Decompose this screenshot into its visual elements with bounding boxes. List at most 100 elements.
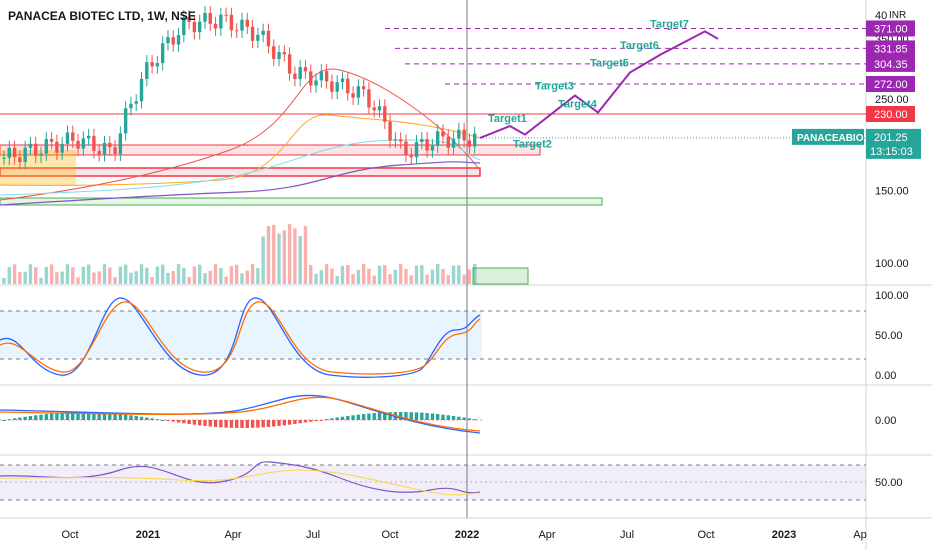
candle bbox=[102, 142, 107, 155]
target-level-tag bbox=[866, 40, 915, 57]
time-axis-label: Jul bbox=[306, 529, 320, 541]
price-tick-label: 250.00 bbox=[875, 94, 909, 106]
candle bbox=[446, 136, 450, 148]
volume-bar bbox=[123, 264, 128, 284]
macd-histogram-bar bbox=[34, 415, 38, 420]
macd-histogram-bar bbox=[7, 419, 11, 421]
target-level-tag bbox=[866, 55, 915, 72]
macd-histogram-bar bbox=[145, 417, 149, 420]
volume-bar bbox=[28, 264, 33, 284]
currency-label: INR bbox=[889, 10, 906, 21]
current-price-text: 201.25 bbox=[874, 132, 908, 144]
macd-histogram-bar bbox=[176, 420, 181, 423]
macd-histogram-bar bbox=[44, 414, 49, 420]
candle bbox=[441, 131, 445, 137]
price-tick-label: 40 bbox=[875, 10, 887, 22]
candle bbox=[12, 147, 17, 158]
volume-bar bbox=[176, 264, 181, 284]
macd-histogram-bar bbox=[462, 417, 466, 420]
macd-histogram-bar bbox=[2, 420, 6, 421]
volume-bar bbox=[383, 265, 387, 284]
macd-histogram-bar bbox=[356, 414, 361, 420]
volume-bar bbox=[388, 274, 392, 284]
volume-bar bbox=[367, 268, 371, 284]
symbol-tag bbox=[792, 128, 864, 145]
target-level-tag-text: 304.35 bbox=[874, 59, 908, 71]
macd-histogram-bar bbox=[92, 412, 96, 420]
volume-bar bbox=[277, 233, 281, 284]
macd-histogram-bar bbox=[192, 420, 197, 425]
candle bbox=[129, 103, 133, 109]
macd-histogram-bar bbox=[229, 420, 234, 428]
volume-bar bbox=[129, 272, 133, 284]
volume-bar bbox=[351, 273, 355, 284]
candle bbox=[65, 132, 70, 144]
candle bbox=[71, 132, 75, 141]
macd-histogram-bar bbox=[235, 420, 239, 428]
macd-histogram-bar bbox=[282, 420, 287, 426]
macd-histogram-bar bbox=[293, 420, 297, 424]
volume-bar bbox=[197, 264, 202, 284]
candle bbox=[414, 141, 419, 158]
candle bbox=[435, 131, 440, 146]
volume-bar bbox=[467, 269, 472, 284]
macd-histogram-bar bbox=[240, 420, 244, 428]
volume-bar bbox=[224, 276, 228, 284]
macd-histogram-bar bbox=[171, 420, 175, 422]
macd-histogram-bar bbox=[81, 412, 86, 420]
volume-bar bbox=[314, 273, 318, 284]
candle bbox=[272, 46, 276, 59]
candle bbox=[314, 80, 318, 86]
candle bbox=[118, 133, 123, 154]
macd-histogram-bar bbox=[346, 416, 350, 420]
target-level-tag-text: 371.00 bbox=[874, 23, 908, 35]
volume-bar bbox=[76, 277, 80, 284]
macd-histogram-bar bbox=[335, 417, 339, 420]
volume-bar bbox=[303, 225, 308, 284]
target-label: Target1 bbox=[488, 113, 527, 125]
candle bbox=[425, 139, 429, 151]
volume-bar bbox=[420, 265, 424, 284]
candle bbox=[361, 86, 366, 90]
candle bbox=[229, 14, 234, 31]
volume-bar bbox=[44, 266, 49, 284]
macd-histogram-bar bbox=[272, 420, 276, 427]
candle bbox=[139, 78, 144, 102]
volume-bar bbox=[113, 277, 117, 284]
time-axis-label: 2023 bbox=[772, 529, 796, 541]
macd-histogram-bar bbox=[261, 420, 265, 428]
macd-histogram-bar bbox=[467, 418, 472, 420]
time-axis-label: Oct bbox=[381, 529, 398, 541]
candle bbox=[240, 19, 244, 31]
candle bbox=[377, 106, 382, 111]
volume-bar bbox=[182, 267, 186, 284]
candle bbox=[335, 82, 339, 92]
target-level-tag bbox=[866, 75, 915, 92]
volume-bar bbox=[229, 266, 234, 284]
candle bbox=[473, 133, 477, 147]
support-zone bbox=[0, 197, 603, 206]
candle bbox=[86, 135, 91, 139]
volume-bar bbox=[457, 265, 461, 284]
macd-histogram-bar bbox=[28, 416, 33, 420]
candle bbox=[187, 17, 191, 22]
macd-histogram-bar bbox=[219, 420, 223, 428]
target-level-tag bbox=[866, 20, 915, 37]
macd-histogram-bar bbox=[224, 420, 228, 428]
candle bbox=[197, 21, 202, 33]
candle bbox=[44, 139, 49, 154]
macd-histogram-bar bbox=[203, 420, 207, 426]
volume-bar bbox=[71, 267, 75, 284]
macd-histogram-bar bbox=[266, 420, 271, 427]
volume-bar bbox=[446, 275, 450, 284]
macd-histogram-bar bbox=[414, 412, 419, 420]
candle bbox=[462, 129, 466, 141]
time-axis-label: Oct bbox=[697, 529, 714, 541]
macd-histogram-bar bbox=[303, 420, 308, 423]
candle bbox=[49, 139, 54, 142]
candle bbox=[340, 78, 345, 83]
macd-histogram-bar bbox=[383, 412, 387, 420]
candle bbox=[451, 138, 456, 148]
